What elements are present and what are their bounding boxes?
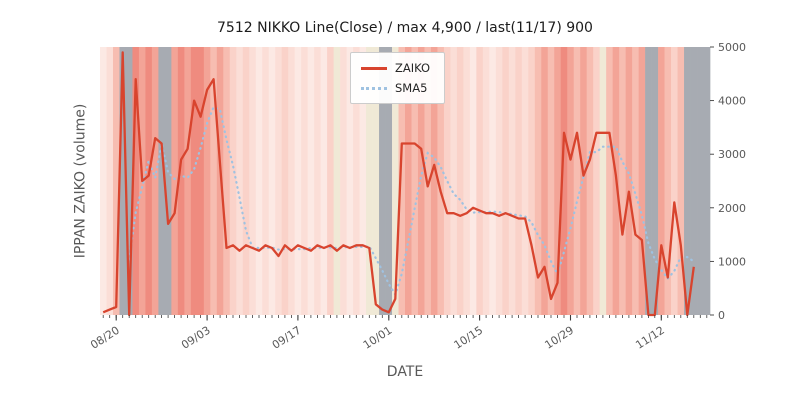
price-band-background xyxy=(100,47,711,315)
y-axis-label: IPPAN ZAIKO (volume) xyxy=(72,103,88,259)
chart-title: 7512 NIKKO Line(Close) / max 4,900 / las… xyxy=(217,20,593,36)
sma5-line xyxy=(128,105,695,298)
zaiko-line xyxy=(102,51,695,317)
x-axis-label: DATE xyxy=(386,364,424,380)
y-tick-label: 5000 xyxy=(718,41,746,54)
x-tick-label: 09/03 xyxy=(179,324,213,352)
legend-label-sma5: SMA5 xyxy=(395,81,428,95)
x-tick-label: 08/20 xyxy=(88,324,122,352)
y-tick-label: 2000 xyxy=(718,202,746,215)
sma5-swatch xyxy=(361,86,387,90)
legend-label-zaiko: ZAIKO xyxy=(395,61,431,75)
y-tick-label: 0 xyxy=(718,309,725,322)
y-tick-label: 3000 xyxy=(718,148,746,161)
legend: ZAIKO SMA5 xyxy=(350,52,446,104)
legend-item-sma5: SMA5 xyxy=(361,81,430,95)
x-tick-label: 10/15 xyxy=(452,324,486,352)
y-tick-label: 4000 xyxy=(718,95,746,108)
zaiko-swatch xyxy=(361,66,387,70)
x-tick-label: 11/12 xyxy=(633,324,667,352)
y-tick-label: 1000 xyxy=(718,255,746,268)
y-axis-label-wrap: IPPAN ZAIKO (volume) xyxy=(68,47,92,315)
x-tick-label: 10/29 xyxy=(542,324,576,352)
x-tick-label: 09/17 xyxy=(270,324,304,352)
x-axis-ticks xyxy=(102,315,708,321)
x-tick-label: 10/01 xyxy=(361,324,395,352)
legend-item-zaiko: ZAIKO xyxy=(361,61,430,75)
